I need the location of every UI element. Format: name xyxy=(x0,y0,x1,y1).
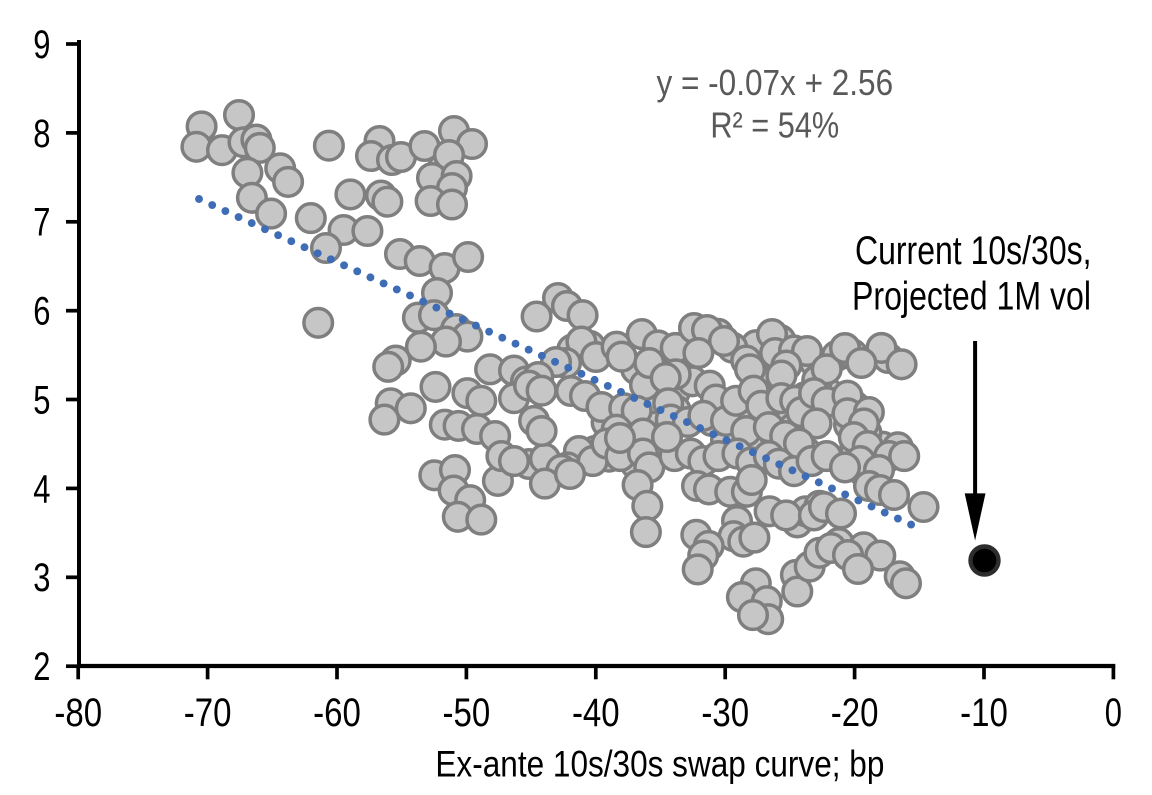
svg-text:2: 2 xyxy=(33,645,50,689)
svg-text:-80: -80 xyxy=(54,691,102,735)
svg-text:9: 9 xyxy=(33,23,50,67)
svg-text:-60: -60 xyxy=(313,691,361,735)
svg-text:Current 10s/30s,: Current 10s/30s, xyxy=(855,229,1092,273)
svg-text:7: 7 xyxy=(33,201,50,245)
svg-text:8: 8 xyxy=(33,112,50,156)
svg-text:0: 0 xyxy=(1105,691,1122,735)
svg-text:-50: -50 xyxy=(443,691,491,735)
svg-text:-10: -10 xyxy=(960,691,1008,735)
svg-text:4: 4 xyxy=(33,467,50,511)
svg-text:6: 6 xyxy=(33,290,50,334)
svg-text:y = -0.07x + 2.56: y = -0.07x + 2.56 xyxy=(656,62,893,103)
svg-text:-20: -20 xyxy=(831,691,879,735)
svg-text:-40: -40 xyxy=(572,691,620,735)
svg-text:Projected 1M vol: Projected 1M vol xyxy=(852,274,1091,318)
svg-text:-70: -70 xyxy=(184,691,232,735)
svg-text:-30: -30 xyxy=(701,691,749,735)
svg-text:3: 3 xyxy=(33,556,50,600)
svg-text:Ex-ante 10s/30s swap curve; bp: Ex-ante 10s/30s swap curve; bp xyxy=(435,743,884,784)
svg-text:5: 5 xyxy=(33,378,50,422)
svg-text:R² = 54%: R² = 54% xyxy=(710,104,839,145)
